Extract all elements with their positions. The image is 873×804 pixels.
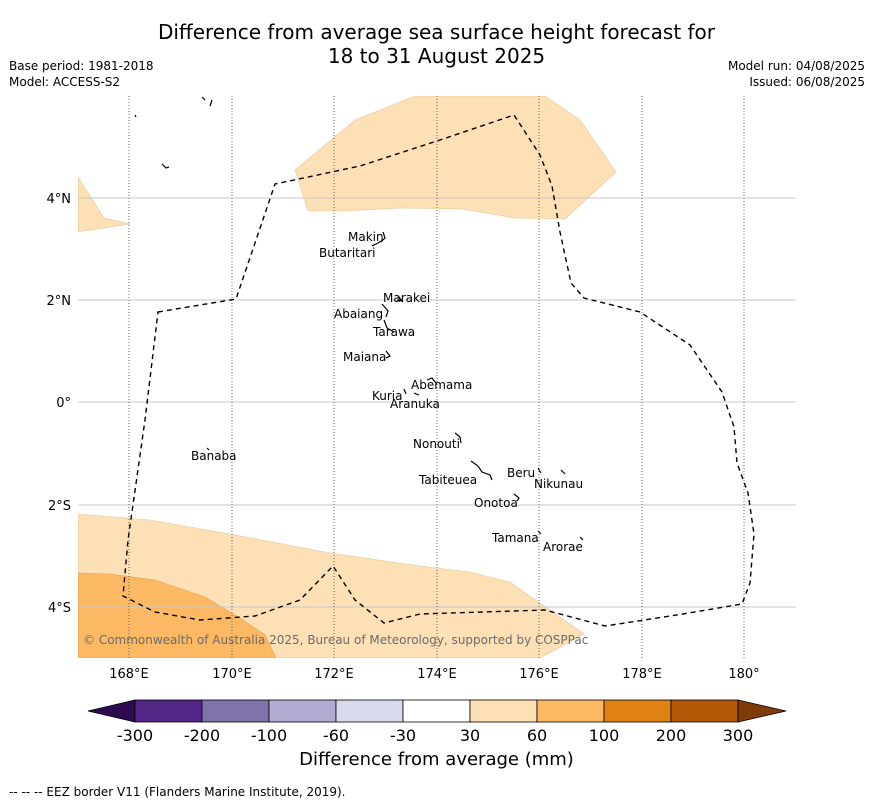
place-label: Abaiang [334, 307, 383, 321]
issued-date: Issued: 06/08/2025 [749, 75, 865, 89]
colorbar-tick-label: 60 [527, 726, 547, 745]
place-label: Marakei [383, 291, 430, 305]
place-label: Arorae [543, 540, 583, 554]
model-name: Model: ACCESS-S2 [9, 75, 121, 89]
island-banaba [206, 447, 210, 451]
colorbar-bin [469, 699, 538, 723]
colorbar-tick-label: 30 [460, 726, 480, 745]
place-labels: Makin Butaritari Marakei Abaiang Tarawa … [191, 230, 583, 554]
place-label: Tamana [491, 531, 539, 545]
island-maiana [385, 350, 391, 359]
place-label: Nikunau [534, 477, 583, 491]
lon-tick-label: 176°E [519, 667, 559, 682]
lat-tick-label: 0° [56, 396, 71, 411]
lat-tick-labels: 4°N 2°N 0° 2°S 4°S [47, 192, 72, 616]
place-label: Beru [507, 466, 535, 480]
lon-tick-labels: 168°E 170°E 172°E 174°E 176°E 178°E 180° [109, 667, 759, 682]
island-tamana [537, 530, 542, 535]
place-label: Onotoa [474, 496, 518, 510]
island-aranuka [413, 392, 420, 396]
colorbar-bin [670, 699, 739, 723]
meta-right: Model run: 04/08/2025 Issued: 06/08/2025 [728, 58, 865, 90]
colorbar-bin [134, 699, 203, 723]
place-label: Maiana [343, 350, 386, 364]
island-nikunau [560, 469, 566, 475]
place-label: Makin [348, 230, 384, 244]
island-northwest-4 [161, 163, 170, 169]
lon-gridlines [128, 96, 745, 658]
island-onotoa [513, 493, 520, 502]
place-label: Aranuka [390, 397, 440, 411]
island-tarawa [383, 319, 395, 333]
colorbar-bin [335, 699, 404, 723]
island-abemama [426, 377, 437, 384]
lon-tick-label: 168°E [109, 667, 149, 682]
island-tabiteuea [470, 460, 493, 481]
colorbar-extend-low [87, 699, 136, 723]
colorbar-tick-label: -60 [323, 726, 349, 745]
title-line-2: 18 to 31 August 2025 [327, 44, 546, 68]
colorbar-tick-label: -200 [184, 726, 220, 745]
island-beru [537, 467, 542, 474]
lat-tick-label: 2°S [48, 499, 71, 514]
place-label: Banaba [191, 449, 237, 463]
colorbar [87, 699, 787, 723]
island-nonouti [454, 432, 462, 444]
island-abaiang [381, 303, 389, 318]
island-arorae [579, 536, 584, 541]
place-label: Butaritari [319, 246, 376, 260]
island-kuria [403, 388, 407, 395]
place-label: Tarawa [372, 325, 415, 339]
colorbar-title: Difference from average (mm) [299, 749, 574, 770]
colorbar-tick-label: 300 [723, 726, 754, 745]
title-line-1: Difference from average sea surface heig… [157, 20, 716, 44]
map-title: Difference from average sea surface heig… [0, 20, 873, 68]
place-label: Nonouti [413, 437, 460, 451]
meta-left: Base period: 1981-2018 Model: ACCESS-S2 [9, 58, 154, 90]
base-period: Base period: 1981-2018 [9, 59, 154, 73]
island-northwest-1 [201, 96, 206, 101]
eez-border [122, 114, 755, 627]
place-label: Abemama [411, 378, 472, 392]
lon-tick-label: 180° [728, 667, 759, 682]
island-outlines [134, 96, 584, 541]
colorbar-tick-labels: -300 -200 -100 -60 -30 30 60 100 200 300 [117, 726, 753, 745]
lon-tick-label: 174°E [417, 667, 457, 682]
anomaly-region-north [294, 96, 617, 220]
island-northwest-3 [134, 114, 137, 118]
place-label: Tabiteuea [418, 473, 477, 487]
place-label: Kuria [372, 389, 403, 403]
colorbar-bin [536, 699, 605, 723]
eez-legend-note: -- -- -- EEZ border V11 (Flanders Marine… [9, 785, 346, 799]
lon-tick-label: 178°E [622, 667, 662, 682]
lon-tick-label: 172°E [314, 667, 354, 682]
island-butaritari [371, 239, 384, 247]
colorbar-bin [268, 699, 337, 723]
anomaly-shading [78, 96, 617, 658]
colorbar-tick-label: -300 [117, 726, 153, 745]
colorbar-bin [402, 699, 471, 723]
colorbar-tick-label: 100 [589, 726, 620, 745]
island-northwest-2 [209, 99, 213, 107]
lat-tick-label: 4°S [48, 601, 71, 616]
colorbar-tick-label: -100 [251, 726, 287, 745]
copyright-notice: © Commonwealth of Australia 2025, Bureau… [83, 633, 588, 647]
colorbar-tick-label: -30 [390, 726, 416, 745]
colorbar-tick-label: 200 [656, 726, 687, 745]
colorbar-extend-high [737, 699, 787, 723]
island-marakei [396, 295, 404, 302]
colorbar-bin [201, 699, 270, 723]
colorbar-bin [603, 699, 672, 723]
lon-tick-label: 170°E [212, 667, 252, 682]
anomaly-region-west [78, 176, 131, 233]
lat-tick-label: 4°N [47, 192, 72, 207]
lat-tick-label: 2°N [47, 294, 72, 309]
model-run: Model run: 04/08/2025 [727, 59, 865, 73]
